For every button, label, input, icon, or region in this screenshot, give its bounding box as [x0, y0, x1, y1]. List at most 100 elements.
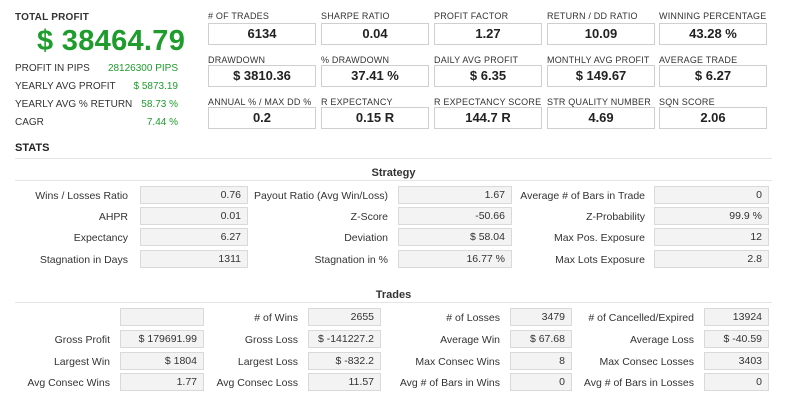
trade-label: # of Wins	[254, 312, 298, 324]
card-label: AVERAGE TRADE	[659, 55, 738, 65]
card-value-winning-pct: 43.28 %	[659, 23, 767, 45]
stat-label: Max Lots Exposure	[555, 254, 645, 266]
stat-label: Wins / Losses Ratio	[35, 190, 128, 202]
trade-value: $ -40.59	[704, 330, 769, 348]
stat-value: $ 58.04	[398, 228, 512, 246]
card-label: RETURN / DD RATIO	[547, 11, 638, 21]
trade-label: Avg Consec Loss	[216, 377, 298, 389]
divider	[15, 180, 772, 181]
trade-label: Max Consec Losses	[599, 356, 694, 368]
stat-label: AHPR	[98, 211, 128, 223]
trade-value: 0	[704, 373, 769, 391]
card-value-return-dd: 10.09	[547, 23, 655, 45]
strategy-section-title: Strategy	[371, 167, 416, 179]
card-label: SQN SCORE	[659, 97, 715, 107]
divider	[15, 302, 772, 303]
card-label: SHARPE RATIO	[321, 11, 390, 21]
trade-label: Average Win	[440, 334, 500, 346]
trade-value: $ -832.2	[308, 352, 381, 370]
trades-section-title: Trades	[375, 289, 412, 301]
card-value-average-trade: $ 6.27	[659, 65, 767, 87]
stat-value: 12	[654, 228, 769, 246]
trade-label: Avg # of Bars in Losses	[583, 377, 694, 389]
trade-value: 2655	[308, 308, 381, 326]
summary-value: 7.44 %	[146, 117, 178, 128]
trade-value-empty	[120, 308, 204, 326]
card-value-monthly-avg: $ 149.67	[547, 65, 655, 87]
card-value-daily-avg: $ 6.35	[434, 65, 542, 87]
stat-value: -50.66	[398, 207, 512, 225]
trade-label: Gross Loss	[244, 334, 298, 346]
trade-value: 3479	[510, 308, 572, 326]
card-value-r-expectancy: 0.15 R	[321, 107, 429, 129]
trade-value: 8	[510, 352, 572, 370]
card-value-trades: 6134	[208, 23, 316, 45]
card-value-sharpe: 0.04	[321, 23, 429, 45]
summary-row-yearly-avg-profit: YEARLY AVG PROFIT $ 5873.19	[15, 81, 178, 97]
summary-value: 28126300 PIPS	[107, 63, 178, 74]
stat-label: Stagnation in %	[314, 254, 388, 266]
trade-value: 1.77	[120, 373, 204, 391]
stat-value: 0	[654, 186, 769, 204]
card-label: ANNUAL % / MAX DD %	[208, 97, 312, 107]
trade-label: Largest Win	[53, 356, 110, 368]
trade-label: Average Loss	[629, 334, 694, 346]
summary-row-yearly-avg-return: YEARLY AVG % RETURN 58.73 %	[15, 99, 178, 115]
trade-value: $ 67.68	[510, 330, 572, 348]
trade-label: # of Cancelled/Expired	[588, 312, 694, 324]
card-value-pct-drawdown: 37.41 %	[321, 65, 429, 87]
stat-value: 2.8	[654, 250, 769, 268]
card-label: MONTHLY AVG PROFIT	[547, 55, 650, 65]
stat-value: 99.9 %	[654, 207, 769, 225]
stat-value: 6.27	[140, 228, 248, 246]
trade-value: $ 179691.99	[120, 330, 204, 348]
card-value-sqn-score: 2.06	[659, 107, 767, 129]
stat-value: 0.01	[140, 207, 248, 225]
divider	[15, 158, 772, 159]
trade-label: Avg Consec Wins	[27, 377, 110, 389]
trade-label: Avg # of Bars in Wins	[399, 377, 500, 389]
card-label: DRAWDOWN	[208, 55, 266, 65]
summary-value: $ 5873.19	[133, 81, 179, 92]
card-label: # OF TRADES	[208, 11, 270, 21]
stat-value: 0.76	[140, 186, 248, 204]
trade-value: 13924	[704, 308, 769, 326]
summary-row-cagr: CAGR 7.44 %	[15, 117, 178, 133]
stat-label: Deviation	[344, 232, 388, 244]
trade-value: $ 1804	[120, 352, 204, 370]
total-profit-label: TOTAL PROFIT	[15, 12, 90, 23]
card-label: % DRAWDOWN	[321, 55, 390, 65]
stat-label: Z-Score	[350, 211, 388, 223]
card-value-r-expectancy-score: 144.7 R	[434, 107, 542, 129]
card-label: PROFIT FACTOR	[434, 11, 509, 21]
card-value-annual-maxdd: 0.2	[208, 107, 316, 129]
stat-label: Expectancy	[73, 232, 128, 244]
stat-label: Payout Ratio (Avg Win/Loss)	[253, 190, 388, 202]
summary-value: 58.73 %	[141, 99, 178, 110]
card-label: DAILY AVG PROFIT	[434, 55, 519, 65]
card-label: R EXPECTANCY	[321, 97, 393, 107]
trade-value: 11.57	[308, 373, 381, 391]
trade-value: $ -141227.2	[308, 330, 381, 348]
card-label: WINNING PERCENTAGE	[659, 11, 767, 21]
summary-label: CAGR	[15, 117, 44, 128]
card-value-str-quality: 4.69	[547, 107, 655, 129]
summary-label: YEARLY AVG PROFIT	[15, 81, 116, 92]
card-value-drawdown: $ 3810.36	[208, 65, 316, 87]
stat-value: 16.77 %	[398, 250, 512, 268]
summary-label: YEARLY AVG % RETURN	[15, 99, 133, 110]
card-value-profit-factor: 1.27	[434, 23, 542, 45]
trade-value: 0	[510, 373, 572, 391]
summary-label: PROFIT IN PIPS	[15, 63, 90, 74]
stat-label: Z-Probability	[586, 211, 645, 223]
stat-value: 1311	[140, 250, 248, 268]
stat-value: 1.67	[398, 186, 512, 204]
trade-label: Gross Profit	[54, 334, 110, 346]
stat-label: Average # of Bars in Trade	[520, 190, 645, 202]
summary-row-profit-in-pips: PROFIT IN PIPS 28126300 PIPS	[15, 63, 178, 79]
total-profit-value: $ 38464.79	[37, 25, 186, 57]
trade-value: 3403	[704, 352, 769, 370]
card-label: R EXPECTANCY SCORE	[434, 97, 542, 107]
card-label: STR QUALITY NUMBER	[547, 97, 651, 107]
stat-label: Max Pos. Exposure	[553, 232, 645, 244]
